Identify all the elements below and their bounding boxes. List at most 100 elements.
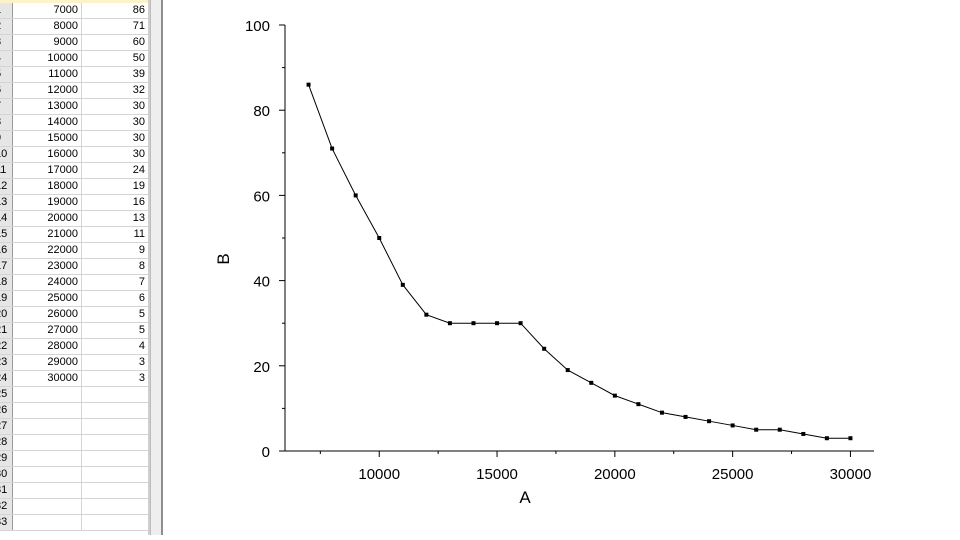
cell-col-a[interactable]: 8000 [13, 19, 82, 34]
cell-col-b[interactable] [82, 467, 148, 482]
row-number[interactable]: 20 [0, 307, 13, 322]
cell-col-b[interactable]: 6 [138, 292, 145, 304]
cell-col-b[interactable]: 71 [132, 20, 145, 32]
row-number[interactable]: 33 [0, 515, 13, 530]
cell-col-a[interactable] [13, 483, 82, 498]
cell-col-a[interactable] [13, 451, 82, 466]
table-row[interactable]: 27 [0, 419, 150, 435]
row-number[interactable]: 22 [0, 339, 13, 354]
row-number[interactable]: 4 [0, 51, 13, 66]
table-row[interactable]: 1723000 8 [0, 259, 150, 275]
row-number[interactable]: 7 [0, 99, 13, 114]
cell-col-a[interactable]: 25000 [13, 291, 82, 306]
cell-col-b[interactable]: 8 [138, 260, 145, 272]
cell-col-a[interactable]: 24000 [13, 275, 82, 290]
row-number[interactable]: 11 [0, 163, 13, 178]
table-row[interactable]: 39000 60 [0, 35, 150, 51]
cell-col-a[interactable] [13, 435, 82, 450]
cell-col-b[interactable] [82, 483, 148, 498]
row-number[interactable]: 24 [0, 371, 13, 386]
row-number[interactable]: 25 [0, 387, 13, 402]
cell-col-a[interactable]: 15000 [13, 131, 82, 146]
cell-col-b[interactable]: 3 [138, 356, 145, 368]
table-row[interactable]: 28 [0, 435, 150, 451]
cell-col-a[interactable]: 16000 [13, 147, 82, 162]
row-number[interactable]: 32 [0, 499, 13, 514]
cell-col-b[interactable] [82, 451, 148, 466]
row-number[interactable]: 12 [0, 179, 13, 194]
table-row[interactable]: 2329000 3 [0, 355, 150, 371]
table-row[interactable]: 713000 30 [0, 99, 150, 115]
cell-col-a[interactable]: 11000 [13, 67, 82, 82]
table-row[interactable]: 31 [0, 483, 150, 499]
table-row[interactable]: 1016000 30 [0, 147, 150, 163]
row-number[interactable]: 8 [0, 115, 13, 130]
cell-col-a[interactable]: 17000 [13, 163, 82, 178]
cell-col-a[interactable] [13, 515, 82, 530]
table-row[interactable]: 612000 32 [0, 83, 150, 99]
row-number[interactable]: 15 [0, 227, 13, 242]
cell-col-b[interactable] [82, 403, 148, 418]
table-row[interactable]: 915000 30 [0, 131, 150, 147]
cell-col-a[interactable]: 20000 [13, 211, 82, 226]
cell-col-a[interactable]: 28000 [13, 339, 82, 354]
cell-col-b[interactable] [82, 499, 148, 514]
table-row[interactable]: 1824000 7 [0, 275, 150, 291]
cell-col-b[interactable]: 13 [132, 212, 145, 224]
cell-col-a[interactable]: 18000 [13, 179, 82, 194]
table-row[interactable]: 26 [0, 403, 150, 419]
cell-col-b[interactable]: 5 [138, 324, 145, 336]
cell-col-a[interactable]: 9000 [13, 35, 82, 50]
cell-col-a[interactable]: 12000 [13, 83, 82, 98]
cell-col-a[interactable] [13, 467, 82, 482]
cell-col-a[interactable] [13, 499, 82, 514]
cell-col-b[interactable] [82, 387, 148, 402]
row-number[interactable]: 1 [0, 3, 13, 18]
cell-col-b[interactable] [82, 435, 148, 450]
cell-col-b[interactable] [82, 515, 148, 530]
cell-col-b[interactable]: 4 [138, 340, 145, 352]
row-number[interactable]: 5 [0, 67, 13, 82]
graph-window[interactable]: 0 20 40 60 80 100 10000 15000 20000 25000 30000 A… [163, 0, 960, 535]
worksheet[interactable]: 1700086280007139000604100005051100039612… [0, 0, 150, 535]
cell-col-a[interactable] [13, 387, 82, 402]
cell-col-b[interactable]: 60 [132, 36, 145, 48]
cell-col-b[interactable]: 3 [138, 372, 145, 384]
cell-col-a[interactable]: 29000 [13, 355, 82, 370]
cell-col-a[interactable]: 22000 [13, 243, 82, 258]
cell-col-b[interactable]: 30 [132, 132, 145, 144]
cell-col-b[interactable]: 7 [138, 276, 145, 288]
table-row[interactable]: 1319000 16 [0, 195, 150, 211]
row-number[interactable]: 28 [0, 435, 13, 450]
table-row[interactable]: 25 [0, 387, 150, 403]
cell-col-b[interactable]: 50 [132, 52, 145, 64]
table-row[interactable]: 1521000 11 [0, 227, 150, 243]
table-row[interactable]: 32 [0, 499, 150, 515]
table-row[interactable]: 2430000 3 [0, 371, 150, 387]
cell-col-a[interactable]: 30000 [13, 371, 82, 386]
cell-col-a[interactable]: 10000 [13, 51, 82, 66]
table-row[interactable]: 28000 71 [0, 19, 150, 35]
cell-col-a[interactable]: 21000 [13, 227, 82, 242]
cell-col-b[interactable]: 86 [132, 4, 145, 16]
row-number[interactable]: 29 [0, 451, 13, 466]
row-number[interactable]: 21 [0, 323, 13, 338]
cell-col-a[interactable]: 23000 [13, 259, 82, 274]
table-row[interactable]: 2026000 5 [0, 307, 150, 323]
row-number[interactable]: 14 [0, 211, 13, 226]
cell-col-b[interactable]: 32 [132, 84, 145, 96]
cell-col-b[interactable] [82, 419, 148, 434]
table-row[interactable]: 2228000 4 [0, 339, 150, 355]
row-number[interactable]: 19 [0, 291, 13, 306]
cell-col-a[interactable]: 14000 [13, 115, 82, 130]
cell-col-a[interactable] [13, 403, 82, 418]
row-number[interactable]: 30 [0, 467, 13, 482]
cell-col-b[interactable]: 39 [132, 68, 145, 80]
table-row[interactable]: 1218000 19 [0, 179, 150, 195]
table-row[interactable]: 1420000 13 [0, 211, 150, 227]
row-number[interactable]: 13 [0, 195, 13, 210]
row-number[interactable]: 9 [0, 131, 13, 146]
cell-col-b[interactable]: 11 [133, 228, 145, 240]
cell-col-a[interactable]: 13000 [13, 99, 82, 114]
